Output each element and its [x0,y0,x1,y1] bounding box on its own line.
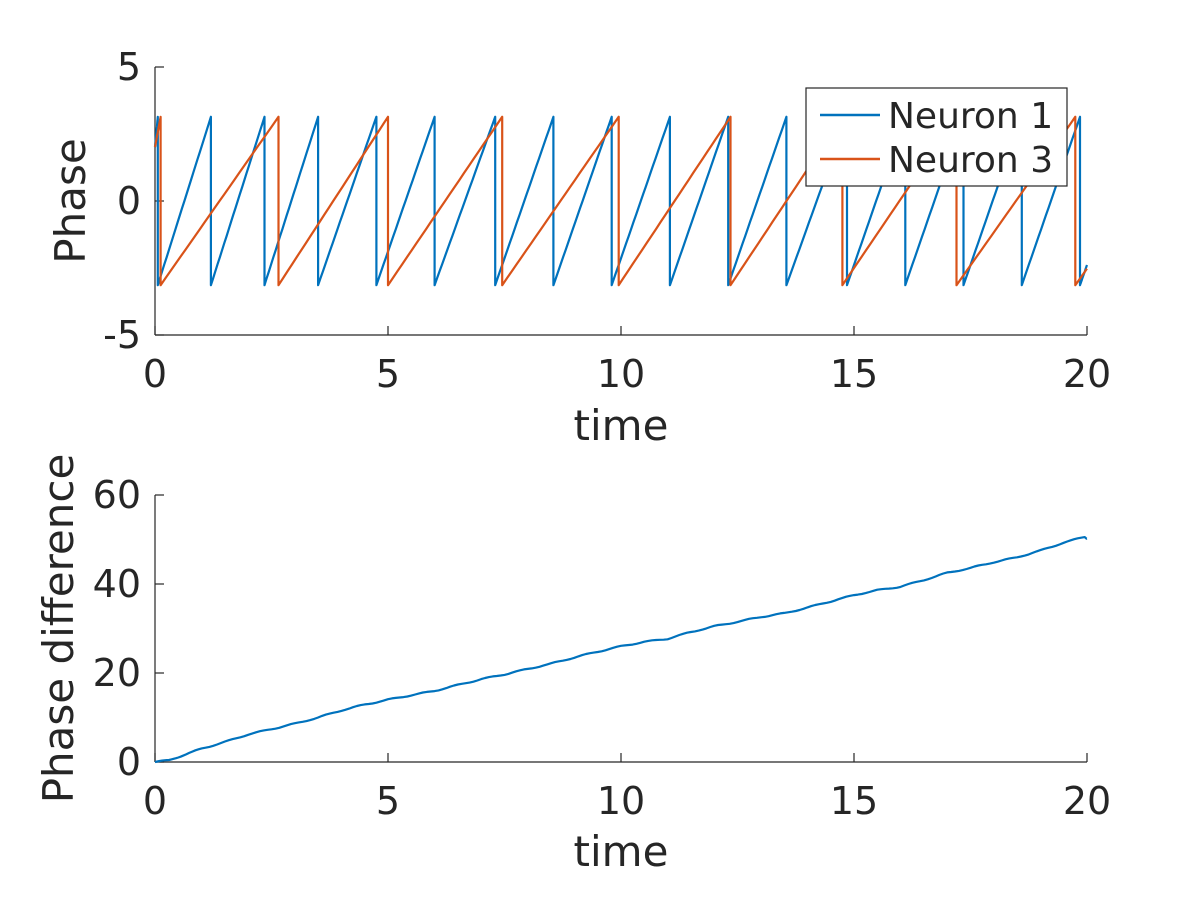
series-line-neuron-3 [153,115,1088,287]
x-axis-title: time [574,401,669,450]
legend-label: Neuron 1 [888,96,1053,137]
y-axis-title: Phase difference [34,454,83,804]
x-tick-label: 15 [830,779,878,823]
y-tick-label: 60 [93,473,141,517]
y-tick-label: -5 [103,313,141,357]
x-tick-label: 10 [597,779,645,823]
phase-difference-plot: 0 5 10 15 20 0 20 40 60 time Phase difference [34,454,1111,876]
x-tick-label: 20 [1063,779,1111,823]
x-tick-label: 10 [597,352,645,396]
x-tick-label: 20 [1063,352,1111,396]
x-axis-title: time [574,827,669,876]
legend-box [805,87,1068,187]
x-tick-label: 5 [376,779,400,823]
y-tick-label: 0 [117,179,141,223]
x-tick-label: 15 [830,352,878,396]
y-axis-title: Phase [46,138,95,263]
x-tick-label: 0 [143,352,167,396]
x-tick-label: 0 [143,779,167,823]
series-line-phase-difference [154,536,1088,764]
y-tick-label: 40 [93,562,141,606]
y-tick-label: 0 [117,740,141,784]
legend-label: Neuron 3 [888,140,1053,181]
y-tick-label: 5 [117,45,141,89]
y-tick-label: 20 [93,651,141,695]
x-tick-label: 5 [376,352,400,396]
